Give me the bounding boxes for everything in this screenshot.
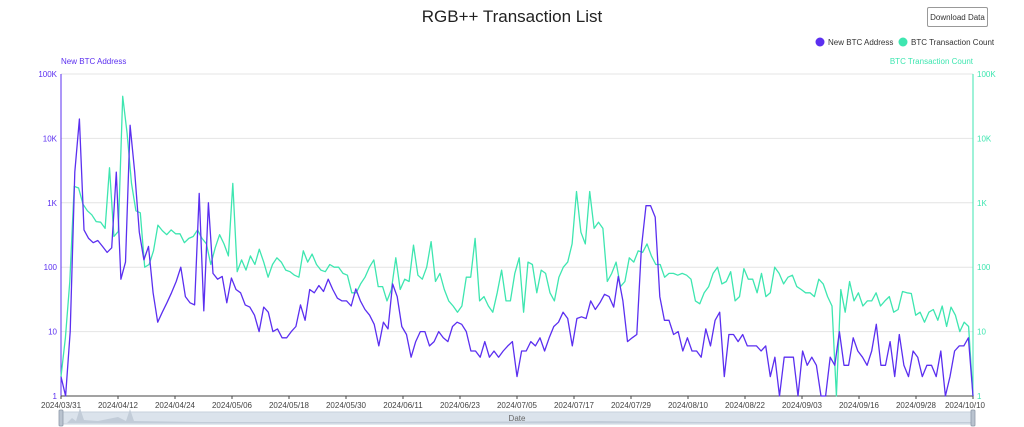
legend-marker-new-btc-address[interactable] [815, 37, 825, 47]
y-right-tick-label: 1K [977, 199, 987, 208]
series-line-btc-transaction-count [60, 95, 974, 397]
chart-title: RGB++ Transaction List [421, 7, 603, 26]
slider-preview-shape [67, 408, 973, 423]
x-tick-label: 2024/06/11 [383, 401, 423, 410]
x-tick-label: 2024/07/05 [497, 401, 538, 410]
legend-marker-btc-transaction-count[interactable] [898, 37, 908, 47]
y-right-tick-label: 100K [977, 70, 996, 79]
slider-left-handle[interactable] [58, 409, 64, 427]
y-right-tick-label: 1 [977, 392, 982, 401]
x-tick-label: 2024/09/16 [839, 401, 880, 410]
x-tick-label: 2024/09/28 [896, 401, 937, 410]
legend-label-new-btc-address: New BTC Address [828, 38, 893, 47]
x-tick-label: 2024/08/22 [725, 401, 766, 410]
y-left-tick-label: 10K [43, 134, 58, 143]
x-tick-label: 2024/06/23 [440, 401, 481, 410]
x-tick-label: 2024/10/10 [945, 401, 986, 410]
y-left-tick-label: 100K [38, 70, 57, 79]
x-tick-label: 2024/05/18 [269, 401, 310, 410]
legend-label-btc-transaction-count: BTC Transaction Count [911, 38, 995, 47]
y-right-axis-title: BTC Transaction Count [890, 57, 974, 66]
y-right-tick-label: 100 [977, 263, 991, 272]
y-left-tick-label: 10 [48, 328, 57, 337]
x-tick-label: 2024/05/06 [212, 401, 253, 410]
x-axis-title: Date [509, 414, 526, 423]
x-tick-label: 2024/09/03 [782, 401, 823, 410]
series-line-new-btc-address [60, 118, 974, 397]
x-tick-label: 2024/07/17 [554, 401, 595, 410]
x-tick-label: 2024/07/29 [611, 401, 652, 410]
x-tick-label: 2024/03/31 [41, 401, 82, 410]
y-left-axis-title: New BTC Address [61, 57, 126, 66]
x-tick-label: 2024/08/10 [668, 401, 709, 410]
y-left-tick-label: 100 [44, 263, 58, 272]
y-right-tick-label: 10K [977, 134, 992, 143]
y-left-tick-label: 1 [53, 392, 58, 401]
slider-right-handle[interactable] [970, 409, 976, 427]
y-right-tick-label: 10 [977, 328, 986, 337]
x-tick-label: 2024/04/12 [98, 401, 139, 410]
y-left-tick-label: 1K [47, 199, 57, 208]
download-data-button[interactable]: Download Data [927, 7, 988, 27]
x-tick-label: 2024/05/30 [326, 401, 367, 410]
x-tick-label: 2024/04/24 [155, 401, 196, 410]
